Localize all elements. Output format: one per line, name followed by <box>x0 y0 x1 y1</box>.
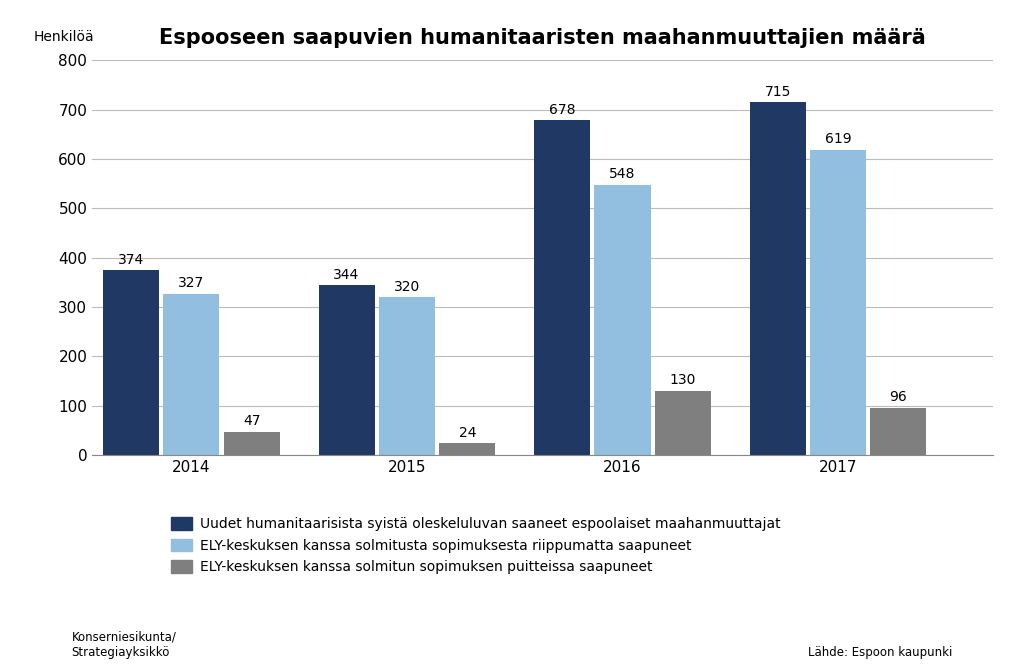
Bar <box>535 120 590 455</box>
Text: 320: 320 <box>394 280 420 294</box>
Text: Lähde: Espoon kaupunki: Lähde: Espoon kaupunki <box>808 646 952 659</box>
Text: Henkilöä: Henkilöä <box>34 30 94 44</box>
Text: 619: 619 <box>824 132 851 146</box>
Bar <box>163 294 219 455</box>
Bar <box>223 432 280 455</box>
Bar <box>870 407 927 455</box>
Text: 678: 678 <box>549 103 575 117</box>
Bar <box>318 285 375 455</box>
Text: 715: 715 <box>765 85 791 99</box>
Bar <box>750 102 806 455</box>
Bar <box>379 297 435 455</box>
Bar <box>103 270 159 455</box>
Bar <box>654 391 711 455</box>
Text: 374: 374 <box>118 253 144 267</box>
Title: Espooseen saapuvien humanitaaristen maahanmuuttajien määrä: Espooseen saapuvien humanitaaristen maah… <box>160 27 926 47</box>
Text: 130: 130 <box>670 373 696 387</box>
Text: 96: 96 <box>890 390 907 404</box>
Text: 47: 47 <box>243 414 260 428</box>
Bar <box>810 149 866 455</box>
Text: 344: 344 <box>334 268 359 282</box>
Text: 24: 24 <box>459 425 476 440</box>
Text: Konserniesikunta/
Strategiayksikkö: Konserniesikunta/ Strategiayksikkö <box>72 631 176 659</box>
Bar <box>595 185 650 455</box>
Legend: Uudet humanitaarisista syistä oleskeluluvan saaneet espoolaiset maahanmuuttajat,: Uudet humanitaarisista syistä oleskelulu… <box>171 517 781 575</box>
Bar <box>439 443 496 455</box>
Text: 327: 327 <box>178 276 205 290</box>
Text: 548: 548 <box>609 167 636 181</box>
